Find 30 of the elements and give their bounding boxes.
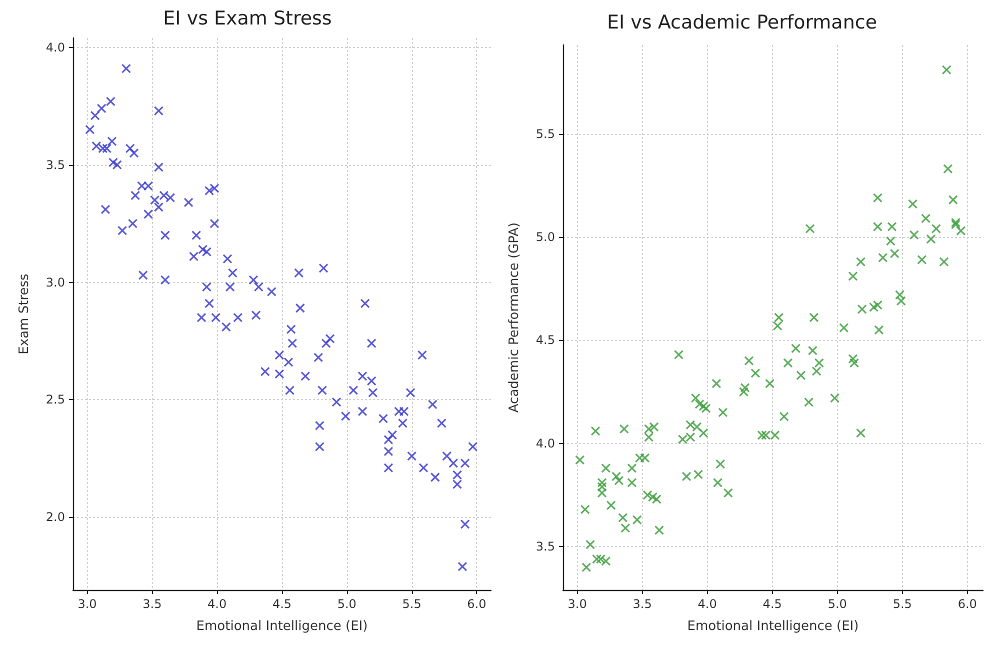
y-tick-label: 3.5 [536,540,555,554]
x-tick-label: 3.5 [632,597,652,611]
x-tick-label: 4.0 [208,597,227,611]
x-tick-label: 4.5 [272,597,292,611]
x-tick-label: 5.0 [337,597,356,611]
x-tick-label: 3.5 [142,597,162,611]
chart-title: EI vs Academic Performance [606,12,878,34]
x-tick-label: 6.0 [958,597,977,611]
x-tick-label: 5.0 [828,597,847,611]
y-tick-label: 3.5 [46,158,65,172]
x-tick-label: 5.5 [402,597,422,611]
x-axis-title: Emotional Intelligence (EI) [196,619,368,634]
x-tick-label: 3.0 [568,597,587,611]
y-axis-title: Exam Stress [17,273,32,354]
x-axis-title: Emotional Intelligence (EI) [687,619,859,634]
y-tick-label: 4.0 [536,436,555,450]
y-tick-label: 3.0 [46,275,65,290]
y-tick-label: 5.5 [536,126,555,141]
y-axis-title: Academic Performance (GPA) [507,222,522,413]
x-tick-label: 4.0 [698,597,717,611]
x-tick-label: 6.0 [467,597,486,611]
x-tick-label: 5.5 [892,597,912,611]
y-tick-label: 4.5 [536,333,555,348]
x-tick-label: 4.5 [762,597,782,611]
y-tick-label: 5.0 [536,230,555,244]
y-tick-label: 2.0 [46,510,65,524]
chart-title: EI vs Exam Stress [163,8,332,30]
y-tick-label: 2.5 [46,392,65,407]
x-tick-label: 3.0 [78,597,97,611]
y-tick-label: 4.0 [46,40,65,54]
